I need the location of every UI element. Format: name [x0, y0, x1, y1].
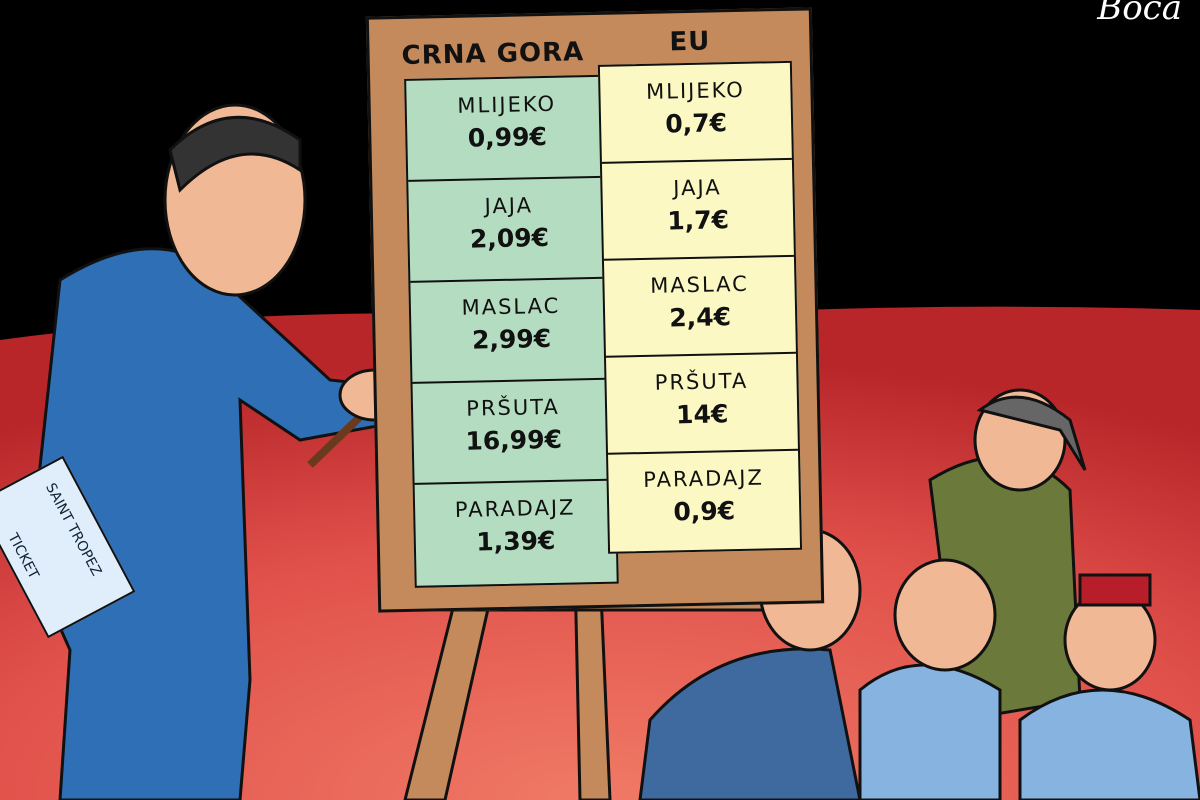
price-row: MLIJEKO 0,99€	[406, 76, 609, 182]
item-name: MASLAC	[649, 271, 750, 298]
item-price: 2,4€	[669, 302, 732, 333]
item-name: PARADAJZ	[454, 495, 576, 522]
item-price: 0,7€	[664, 108, 728, 139]
price-row: MLIJEKO 0,7€	[599, 62, 792, 164]
item-name: MASLAC	[461, 293, 561, 320]
artist-signature: Boca	[1097, 0, 1182, 28]
item-name: JAJA	[673, 175, 722, 201]
item-name: PARADAJZ	[643, 465, 765, 493]
item-price: 14€	[675, 399, 729, 430]
item-price: 2,09€	[469, 222, 550, 254]
eu-price-column: MLIJEKO 0,7€ JAJA 1,7€ MASLAC 2,4€ PRŠUTA 14…	[597, 60, 803, 554]
item-name: MLIJEKO	[457, 91, 557, 118]
item-price: 2,99€	[471, 323, 552, 355]
header-montenegro: CRNA GORA	[401, 37, 585, 71]
price-row: PARADAJZ 1,39€	[415, 481, 617, 586]
item-name: PRŠUTA	[466, 394, 561, 421]
item-price: 0,99€	[467, 121, 548, 153]
price-row: MASLAC 2,4€	[603, 256, 796, 358]
price-board: CRNA GORA EU MLIJEKO 0,99€ JAJA 2,09€ MASL…	[365, 7, 825, 613]
header-eu: EU	[669, 26, 711, 58]
item-name: MLIJEKO	[645, 77, 745, 104]
item-name: PRŠUTA	[654, 368, 749, 395]
item-price: 1,39€	[475, 525, 556, 557]
price-row: JAJA 1,7€	[601, 159, 794, 261]
item-price: 16,99€	[465, 424, 563, 456]
price-row: PRŠUTA 16,99€	[412, 379, 615, 485]
price-row: PARADAJZ 0,9€	[608, 451, 800, 552]
price-row: JAJA 2,09€	[408, 177, 611, 283]
item-name: JAJA	[484, 193, 534, 219]
presenter	[28, 103, 528, 800]
price-row: MASLAC 2,99€	[410, 278, 613, 384]
item-price: 1,7€	[667, 205, 730, 236]
audience	[638, 388, 1200, 800]
item-price: 0,9€	[673, 496, 736, 527]
montenegro-price-column: MLIJEKO 0,99€ JAJA 2,09€ MASLAC 2,99€ PRŠUT…	[404, 74, 619, 588]
price-row: PRŠUTA 14€	[606, 353, 798, 455]
